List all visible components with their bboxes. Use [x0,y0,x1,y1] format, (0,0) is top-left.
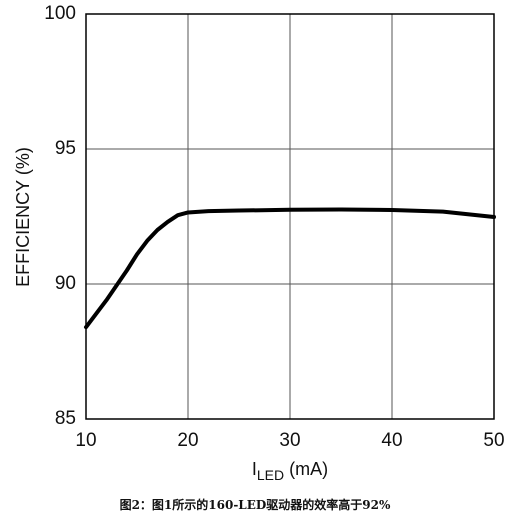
x-tick-label: 40 [381,430,402,451]
x-label-main: I [252,459,257,479]
caption: 图2：图1所示的160-LED驱动器的效率高于92% [120,497,391,512]
y-axis-label: EFFICIENCY (%) [13,147,33,287]
x-tick-label: 20 [177,430,198,451]
x-tick-label: 10 [75,430,96,451]
data-line [84,207,496,330]
x-tick-label: 50 [483,430,504,451]
x-tick-label: 30 [279,430,300,451]
y-tick-label: 90 [55,273,76,294]
y-tick-label: 100 [44,3,76,24]
y-tick-label: 95 [55,138,76,159]
y-tick-label: 85 [55,408,76,429]
x-label-sub: LED [257,467,284,483]
x-label-unit: (mA) [284,459,328,479]
x-axis-label: ILED (mA) [252,459,328,483]
